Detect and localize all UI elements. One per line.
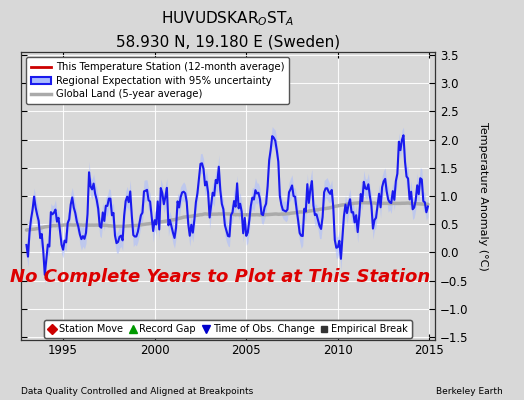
Text: Data Quality Controlled and Aligned at Breakpoints: Data Quality Controlled and Aligned at B… <box>21 387 253 396</box>
Text: No Complete Years to Plot at This Station: No Complete Years to Plot at This Statio… <box>9 268 430 286</box>
Text: Berkeley Earth: Berkeley Earth <box>436 387 503 396</box>
Title: HUVUDSKAR$_O$ST$_A$
58.930 N, 19.180 E (Sweden): HUVUDSKAR$_O$ST$_A$ 58.930 N, 19.180 E (… <box>116 10 340 50</box>
Legend: Station Move, Record Gap, Time of Obs. Change, Empirical Break: Station Move, Record Gap, Time of Obs. C… <box>45 320 411 338</box>
Y-axis label: Temperature Anomaly (°C): Temperature Anomaly (°C) <box>478 122 488 270</box>
